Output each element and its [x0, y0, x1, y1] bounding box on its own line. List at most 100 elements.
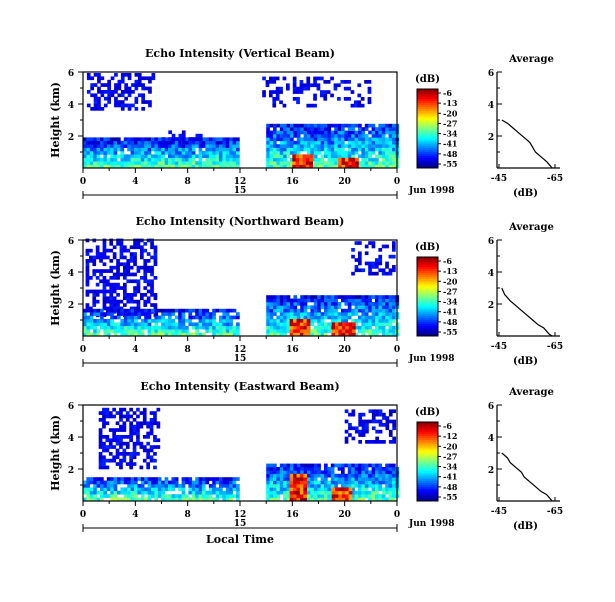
echo-cell [219, 494, 223, 498]
echo-cell [330, 319, 335, 323]
echo-cell [385, 463, 389, 468]
echo-cell [236, 137, 240, 142]
echo-cell [381, 154, 386, 159]
echo-cell [198, 490, 203, 495]
echo-cell [317, 157, 321, 162]
echo-cell [364, 325, 369, 330]
echo-cell [191, 332, 196, 337]
echo-cell [116, 282, 120, 287]
echo-cell [151, 157, 155, 162]
echo-cell [350, 90, 355, 94]
echo-cell [219, 144, 223, 148]
echo-cell [89, 487, 94, 492]
echo-cell [293, 494, 297, 498]
echo-cell [371, 440, 376, 444]
echo-cell [276, 332, 281, 337]
echo-cell [96, 332, 101, 337]
echo-cell [341, 134, 345, 138]
echo-cell [219, 154, 223, 159]
echo-cell [117, 325, 121, 330]
echo-cell [378, 295, 383, 299]
echo-cell [123, 262, 127, 267]
echo-cell [110, 477, 114, 481]
colorbar-step [417, 308, 438, 311]
echo-cell [371, 419, 376, 424]
echo-cell [215, 161, 220, 165]
echo-cell [136, 279, 141, 284]
echo-cell [286, 83, 290, 88]
echo-cell [324, 470, 328, 475]
echo-cell [385, 484, 389, 488]
echo-cell [266, 130, 270, 135]
echo-cell [279, 477, 284, 481]
echo-cell [334, 477, 338, 481]
echo-cell [337, 305, 342, 310]
echo-cell [382, 423, 386, 427]
echo-cell [178, 319, 182, 323]
echo-cell [388, 487, 393, 492]
echo-cell [364, 123, 369, 128]
echo-cell [296, 480, 301, 485]
echo-cell [347, 484, 352, 488]
echo-cell [85, 293, 90, 297]
echo-cell [381, 130, 386, 135]
echo-cell [338, 164, 342, 169]
echo-cell [185, 147, 189, 152]
echo-cell [310, 312, 315, 316]
echo-cell [307, 312, 311, 316]
echo-cell [388, 123, 393, 128]
colorbar-step [417, 459, 438, 462]
colorbar-step [417, 465, 438, 468]
echo-cell [178, 487, 182, 492]
echo-cell [317, 161, 321, 165]
echo-cell [93, 164, 97, 169]
echo-cell [178, 312, 182, 316]
echo-cell [117, 86, 122, 91]
echo-cell [343, 86, 348, 91]
echo-cell [266, 319, 270, 323]
echo-cell [83, 308, 87, 313]
echo-cell [123, 308, 128, 313]
echo-cell [134, 477, 138, 481]
echo-cell [299, 86, 304, 91]
echo-cell [324, 463, 328, 468]
echo-cell [303, 470, 308, 475]
echo-cell [368, 295, 372, 299]
echo-cell [344, 130, 349, 135]
echo-cell [119, 428, 123, 432]
echo-cell [89, 315, 94, 320]
echo-cell [112, 306, 117, 311]
echo-cell [129, 465, 133, 470]
echo-cell [225, 137, 230, 142]
echo-cell [95, 299, 100, 304]
echo-cell [299, 480, 304, 485]
echo-cell [392, 140, 396, 145]
echo-cell [361, 423, 366, 427]
echo-cell [354, 429, 359, 434]
echo-cell [123, 289, 127, 294]
echo-cell [375, 312, 379, 316]
echo-cell [123, 319, 128, 323]
echo-cell [202, 494, 206, 498]
echo-cell [157, 147, 162, 152]
echo-cell [212, 329, 216, 333]
echo-cell [327, 329, 332, 333]
echo-cell [302, 154, 307, 159]
echo-cell [357, 93, 362, 98]
echo-cell [385, 477, 389, 481]
echo-cell [106, 147, 111, 152]
echo-cell [103, 484, 108, 488]
echo-cell [371, 157, 376, 162]
echo-cell [215, 497, 220, 502]
echo-cell [156, 407, 161, 412]
echo-cell [351, 271, 355, 276]
echo-cell [222, 140, 227, 145]
echo-cell [273, 312, 277, 316]
colorbar-tick-label: -27 [443, 286, 457, 296]
echo-cell [181, 325, 186, 330]
echo-cell [361, 305, 366, 310]
echo-cell [381, 134, 386, 138]
echo-cell [225, 329, 230, 333]
echo-cell [296, 473, 301, 478]
echo-cell [354, 268, 359, 273]
